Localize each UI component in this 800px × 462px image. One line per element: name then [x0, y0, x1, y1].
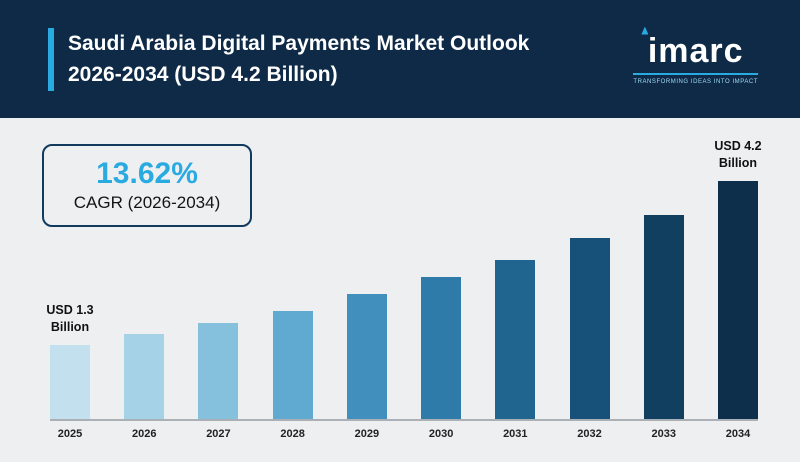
bar-2033	[643, 215, 684, 419]
imarc-logo-text: imarc	[633, 26, 758, 68]
bar-column-2025: USD 1.3 Billion	[46, 302, 94, 419]
bar-column-2029	[346, 294, 387, 419]
category-label-2032: 2032	[577, 428, 602, 440]
category-label-2030: 2030	[428, 428, 454, 440]
category-label-2034: 2034	[725, 428, 751, 440]
logo-divider	[633, 72, 758, 75]
category-label-2033: 2033	[651, 428, 676, 440]
bar-column-2026	[124, 334, 165, 419]
title-accent-bar	[48, 27, 54, 91]
bar-column-2027	[198, 323, 239, 419]
page-title-line1: Saudi Arabia Digital Payments Market Out…	[68, 31, 530, 55]
header: Saudi Arabia Digital Payments Market Out…	[0, 0, 800, 118]
bar-column-2031	[495, 260, 536, 419]
imarc-logo: imarc TRANSFORMING IDEAS INTO IMPACT	[633, 26, 758, 85]
logo-flame-icon	[641, 26, 649, 35]
category-label-2025: 2025	[57, 428, 83, 440]
bar-column-2028	[272, 311, 313, 419]
category-label-2029: 2029	[354, 428, 380, 440]
bar-column-2033	[643, 215, 684, 419]
page-title-line2: 2026-2034 (USD 4.2 Billion)	[68, 63, 338, 86]
category-label-2031: 2031	[503, 428, 528, 440]
bar-value-label-2034: USD 4.2 Billion	[714, 139, 762, 171]
bar-2029	[346, 294, 387, 419]
bar-2025	[50, 345, 90, 419]
bar-chart: USD 1.3 Billion USD 4.2 Billion 2025 2026 202…	[46, 127, 762, 440]
logo-tagline: TRANSFORMING IDEAS INTO IMPACT	[633, 78, 758, 85]
bar-column-2032	[569, 238, 610, 419]
bar-chart-bars: USD 1.3 Billion USD 4.2 Billion	[46, 127, 762, 421]
bar-column-2034: USD 4.2 Billion	[714, 138, 762, 419]
bar-2034	[717, 181, 758, 419]
title-block: Saudi Arabia Digital Payments Market Out…	[48, 27, 529, 91]
category-label-2027: 2027	[206, 428, 231, 440]
bar-2028	[272, 311, 313, 419]
bar-2031	[495, 260, 536, 419]
bar-value-label-2025: USD 1.3 Billion	[46, 303, 94, 335]
bar-2027	[198, 323, 239, 419]
bar-chart-categories: 2025 2026 2027 2028 2029 2030 2031 2032 2033 2034	[50, 428, 758, 440]
bar-column-2030	[421, 277, 462, 419]
bar-2026	[124, 334, 165, 419]
bar-2032	[569, 238, 610, 419]
cagr-value: 13.62%	[96, 157, 198, 190]
cagr-label: CAGR (2026-2034)	[73, 193, 221, 212]
category-label-2028: 2028	[280, 428, 305, 440]
bar-2030	[421, 277, 462, 419]
cagr-box: 13.62% CAGR (2026-2034)	[42, 144, 252, 227]
chart-area: 13.62% CAGR (2026-2034) USD 1.3 Billion US…	[0, 118, 800, 462]
page-title: Saudi Arabia Digital Payments Market Out…	[68, 28, 529, 91]
category-label-2026: 2026	[131, 428, 157, 440]
